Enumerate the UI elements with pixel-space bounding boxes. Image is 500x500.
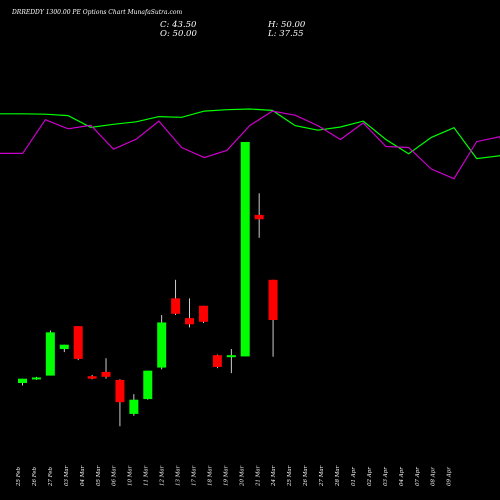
candle-body [240, 141, 250, 357]
x-tick-label: 17 Mar [191, 465, 197, 486]
x-tick-label: 08 Apr [431, 467, 437, 486]
x-tick-labels: 25 Feb 26 Feb 27 Feb 03 Mar 04 Mar 05 Mar 06 M… [16, 465, 453, 487]
x-tick-label: 28 Mar [335, 465, 341, 487]
upper-line-layer [0, 108, 500, 160]
candle-14 [198, 305, 208, 324]
lower-series-line [0, 110, 500, 180]
candle-7 [101, 358, 111, 379]
candle-16 [226, 349, 236, 374]
x-tick-label: 03 Apr [383, 467, 389, 486]
x-tick-label: 25 Feb [16, 466, 22, 487]
candle-12 [171, 279, 181, 316]
high-value: H: 50.00 [268, 20, 306, 30]
candle-body [171, 298, 181, 314]
x-tick-label: 13 Mar [176, 465, 182, 486]
candles-layer [18, 141, 278, 427]
candle-8 [115, 379, 125, 427]
candle-3 [45, 330, 55, 376]
candle-18 [254, 193, 264, 238]
candle-body [59, 344, 69, 350]
candle-body [101, 371, 111, 377]
candle-body [45, 332, 55, 376]
candle-9 [129, 394, 139, 416]
candle-body [18, 378, 27, 384]
candle-13 [185, 298, 195, 328]
candle-10 [143, 370, 153, 400]
x-tick-label: 24 Mar [271, 465, 277, 487]
x-tick-label: 10 Mar [128, 465, 134, 486]
x-tick-label: 12 Mar [160, 465, 166, 486]
x-tick-label: 18 Mar [207, 465, 213, 486]
x-tick-label: 19 Mar [223, 465, 229, 486]
x-tick-label: 25 Mar [287, 465, 293, 487]
candle-4 [59, 344, 69, 353]
candle-body [185, 318, 195, 325]
candle-body [226, 355, 236, 358]
candle-body [212, 355, 222, 367]
candle-body [87, 376, 97, 379]
x-tick-label: 01 Apr [351, 467, 357, 486]
chart-title: DRREDDY 1300.00 PE Options Chart MunafaS… [12, 9, 183, 16]
x-tick-label: 21 Mar [255, 465, 261, 487]
x-tick-label: 20 Mar [239, 465, 245, 487]
x-tick-label: 11 Mar [144, 465, 150, 486]
candle-body [129, 399, 139, 414]
lower-line-layer [0, 110, 500, 180]
x-tick-label: 04 Apr [399, 467, 405, 486]
candle-body [198, 305, 208, 322]
candle-body [73, 326, 83, 359]
x-tick-label: 05 Mar [96, 465, 102, 486]
low-value: L: 37.55 [268, 29, 304, 39]
candle-5 [73, 326, 83, 361]
candle-6 [87, 374, 97, 380]
x-tick-label: 03 Mar [64, 465, 70, 486]
candle-15 [212, 354, 222, 369]
candle-body [143, 370, 153, 400]
candle-body [157, 322, 167, 368]
x-tick-label: 07 Apr [415, 467, 421, 486]
candle-body [115, 379, 125, 403]
candle-1 [18, 378, 27, 386]
candle-2 [31, 376, 41, 380]
candle-17 [240, 141, 250, 357]
close-value: C: 43.50 [160, 20, 197, 30]
open-value: O: 50.00 [160, 29, 197, 39]
x-tick-label: 06 Mar [112, 465, 118, 486]
x-tick-label: 27 Feb [48, 466, 54, 487]
x-tick-label: 26 Feb [32, 466, 38, 487]
upper-series-line [0, 108, 500, 160]
x-tick-label: 26 Mar [303, 465, 309, 487]
x-tick-label: 02 Apr [367, 467, 373, 486]
x-tick-label: 09 Apr [447, 467, 453, 486]
x-tick-label: 04 Mar [80, 465, 86, 486]
candle-19 [268, 279, 278, 357]
candle-body [268, 279, 278, 320]
candle-body [254, 214, 264, 220]
candle-body [31, 377, 41, 380]
x-tick-label: 27 Mar [319, 465, 325, 487]
candle-11 [157, 315, 167, 370]
